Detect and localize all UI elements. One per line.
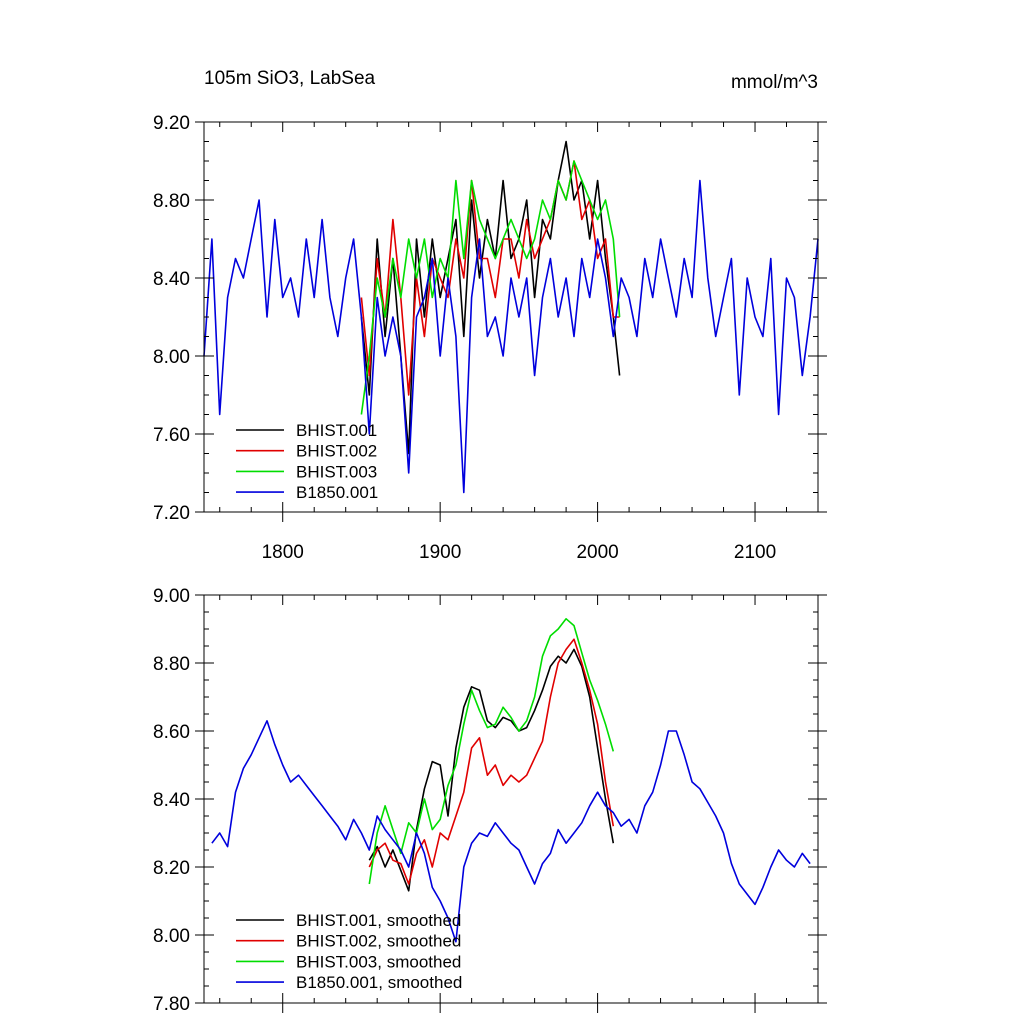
series-line-bhist-002: [360, 160, 620, 396]
y-tick-label: 8.00: [153, 926, 190, 947]
y-tick-label: 7.80: [153, 994, 190, 1015]
y-tick-label: 8.60: [153, 722, 190, 743]
legend-entry: BHIST.001, smoothed: [296, 911, 461, 930]
y-tick-label: 8.80: [153, 191, 190, 212]
series-line-b1850-001: [203, 179, 819, 494]
y-tick-label: 9.00: [153, 586, 190, 607]
legend-entry: BHIST.002, smoothed: [296, 932, 461, 951]
y-tick-label: 7.60: [153, 425, 190, 446]
units-label: mmol/m^3: [731, 72, 818, 93]
legend-entry: BHIST.003, smoothed: [296, 952, 461, 971]
bottom-panel: 7.80 8.00 8.20 8.40 8.60 8.80 9.00 BHIST.001, s…: [153, 586, 827, 1015]
y-tick-label: 7.20: [153, 503, 190, 524]
legend-entry: BHIST.003: [296, 462, 377, 481]
legend-entry: B1850.001: [296, 483, 378, 502]
legend-entry: BHIST.001: [296, 421, 377, 440]
x-tick-label: 1800: [262, 542, 304, 563]
series-line-b1850-001-smoothed: [211, 719, 811, 943]
y-tick-label: 9.20: [153, 113, 190, 134]
x-tick-label: 2000: [576, 542, 618, 563]
y-tick-label: 8.40: [153, 790, 190, 811]
top-panel: 7.20 7.60 8.00 8.40 8.80 9.20 1800 1900 2000 2100…: [153, 113, 827, 563]
legend-entry: B1850.001, smoothed: [296, 973, 462, 992]
x-tick-label: 1900: [419, 542, 461, 563]
y-tick-label: 8.80: [153, 654, 190, 675]
x-tick-label: 2100: [734, 542, 776, 563]
panel-title: 105m SiO3, LabSea: [204, 68, 376, 89]
y-tick-label: 8.20: [153, 858, 190, 879]
series-line-bhist-002-smoothed: [368, 638, 615, 885]
y-tick-label: 8.40: [153, 269, 190, 290]
series-line-bhist-003: [360, 160, 621, 415]
series-line-bhist-003-smoothed: [368, 617, 615, 885]
y-tick-label: 8.00: [153, 347, 190, 368]
legend-entry: BHIST.002: [296, 442, 377, 461]
